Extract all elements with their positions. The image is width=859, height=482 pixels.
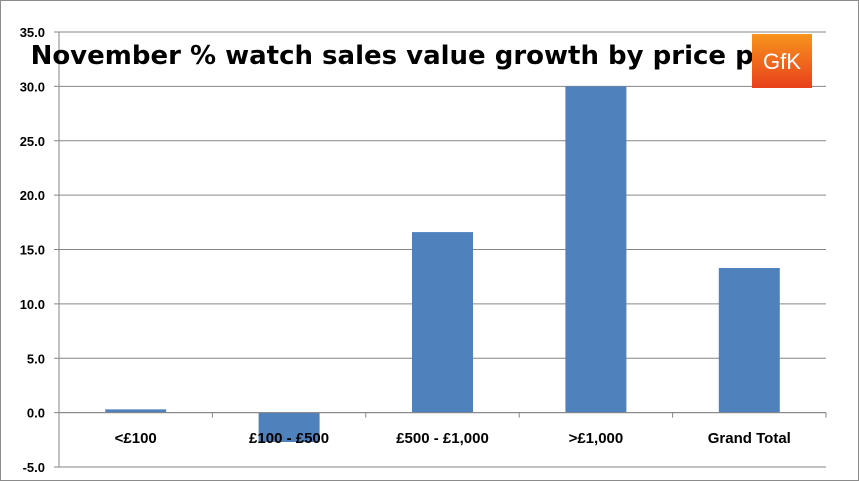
bars <box>105 86 780 442</box>
y-tick-label: 30.0 <box>20 79 45 94</box>
logo-background <box>752 34 812 88</box>
x-category-label: £100 - £500 <box>249 430 329 447</box>
axes <box>54 31 827 468</box>
bar <box>105 409 167 413</box>
bar <box>258 412 320 442</box>
y-tick-label: 10.0 <box>20 297 45 312</box>
y-tick-label: 0.0 <box>27 406 45 421</box>
logo-text: GfK <box>763 49 801 74</box>
y-tick-label: 5.0 <box>27 351 45 366</box>
chart-title: November % watch sales value growth by p… <box>31 41 812 71</box>
x-category-label: <£100 <box>115 430 157 447</box>
y-tick-label: 15.0 <box>20 243 45 258</box>
y-tick-label: 25.0 <box>20 134 45 149</box>
x-category-label: £500 - £1,000 <box>396 430 489 447</box>
y-tick-label: 20.0 <box>20 188 45 203</box>
bar <box>718 267 780 413</box>
y-tick-label: -5.0 <box>23 460 45 475</box>
bar <box>412 232 473 413</box>
labels: 35.0 30.0 25.0 20.0 15.0 10.0 5.0 0.0 -5.0 <£100 £… <box>20 25 791 475</box>
x-category-label: Grand Total <box>708 430 791 447</box>
y-tick-label: 35.0 <box>20 25 45 40</box>
x-category-label: >£1,000 <box>569 430 624 447</box>
bar <box>565 86 627 413</box>
gfk-logo: GfK <box>752 34 812 88</box>
